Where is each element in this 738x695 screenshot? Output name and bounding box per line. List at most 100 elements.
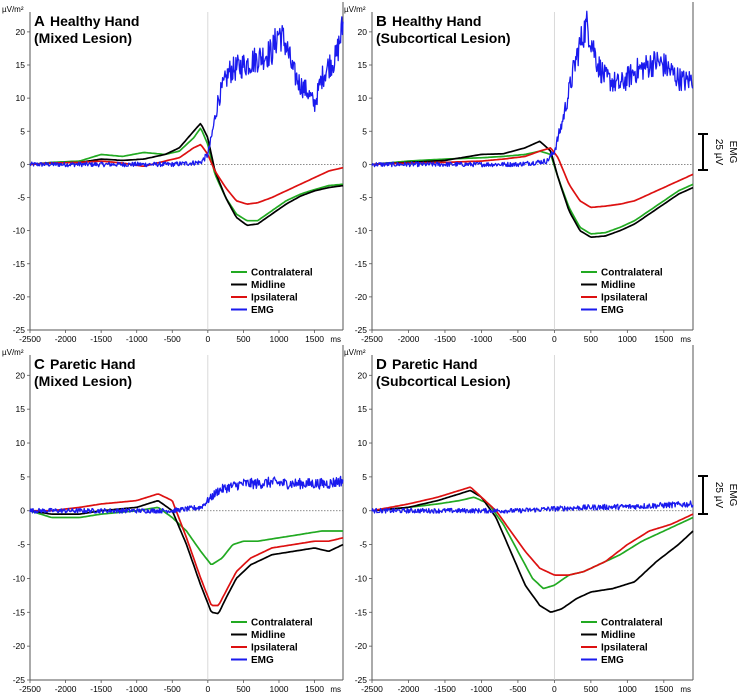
emg-scale-label: EMG	[727, 141, 738, 164]
x-tick-label: 1000	[270, 684, 289, 694]
series-line-contralateral	[371, 496, 694, 590]
y-unit-label: µV/m²	[344, 348, 366, 357]
x-tick-label: 500	[236, 334, 250, 344]
y-tick-label: 0	[20, 159, 25, 169]
y-tick-label: 0	[362, 159, 367, 169]
x-tick-label: 1500	[654, 684, 673, 694]
y-unit-label: µV/m²	[2, 5, 24, 14]
panel-title-line2: (Mixed Lesion)	[34, 373, 132, 389]
x-unit-label: ms	[330, 685, 341, 694]
y-tick-label: -10	[13, 573, 26, 583]
emg-scale-value: 25 µV	[713, 139, 724, 166]
panel-c: 20 15 10 5 0 -5 -10 -15 -20 -25-2500 -2000 -1500 -10…	[2, 345, 344, 694]
emg-scale-value: 25 µV	[713, 482, 724, 509]
x-tick-label: -1500	[90, 334, 112, 344]
y-tick-label: 20	[358, 27, 368, 37]
y-tick-label: -15	[355, 259, 368, 269]
legend-label: Midline	[251, 280, 286, 291]
y-tick-label: 10	[16, 93, 26, 103]
legend-label: Ipsilateral	[601, 643, 648, 654]
x-tick-label: -1000	[471, 684, 493, 694]
series-line-emg	[371, 500, 694, 514]
series-line-emg	[29, 475, 344, 514]
x-tick-label: -500	[509, 334, 526, 344]
series-line-midline	[371, 489, 694, 613]
legend-label: Contralateral	[601, 268, 663, 279]
x-tick-label: -1000	[126, 334, 148, 344]
y-unit-label: µV/m²	[344, 5, 366, 14]
y-tick-label: 10	[16, 438, 26, 448]
panel-title-line2: (Subcortical Lesion)	[376, 373, 511, 389]
panel-letter: C	[34, 356, 45, 373]
legend-label: Contralateral	[601, 618, 663, 629]
panel-letter: D	[376, 356, 387, 373]
series-line-contralateral	[29, 127, 344, 222]
x-tick-label: -2000	[398, 334, 420, 344]
y-tick-label: -15	[13, 607, 26, 617]
legend-label: Contralateral	[251, 618, 313, 629]
panel-title-line1: Healthy Hand	[50, 13, 139, 29]
x-tick-label: -2500	[19, 334, 41, 344]
x-tick-label: 500	[236, 684, 250, 694]
series-line-midline	[29, 500, 344, 615]
y-tick-label: 10	[358, 93, 368, 103]
series-line-emg	[371, 10, 694, 168]
x-tick-label: 0	[552, 684, 557, 694]
x-tick-label: -2500	[19, 684, 41, 694]
legend-label: Ipsilateral	[601, 293, 648, 304]
series-line-ipsilateral	[29, 143, 344, 205]
y-tick-label: 15	[358, 60, 368, 70]
x-tick-label: -2000	[398, 684, 420, 694]
x-tick-label: -500	[164, 334, 181, 344]
legend-label: Contralateral	[251, 268, 313, 279]
y-tick-label: -20	[355, 641, 368, 651]
y-tick-label: 15	[358, 404, 368, 414]
x-tick-label: -2000	[55, 334, 77, 344]
y-tick-label: 15	[16, 60, 26, 70]
x-tick-label: 500	[584, 684, 598, 694]
legend-label: Ipsilateral	[251, 293, 298, 304]
y-tick-label: -25	[355, 325, 368, 335]
x-tick-label: 1000	[270, 334, 289, 344]
legend-label: Ipsilateral	[251, 643, 298, 654]
panel-letter: A	[34, 13, 45, 30]
y-tick-label: 5	[20, 126, 25, 136]
legend-label: Midline	[601, 630, 636, 641]
y-tick-label: 20	[16, 370, 26, 380]
panel-b: 20 15 10 5 0 -5 -10 -15 -20 -25-2500 -2000 -1500 -10…	[344, 2, 694, 344]
y-tick-label: 5	[362, 126, 367, 136]
series-line-ipsilateral	[371, 147, 694, 209]
y-tick-label: -5	[17, 193, 25, 203]
y-tick-label: 20	[358, 370, 368, 380]
legend-label: EMG	[251, 655, 274, 666]
x-tick-label: 1000	[618, 334, 637, 344]
x-tick-label: 0	[205, 684, 210, 694]
y-tick-label: -5	[359, 540, 367, 550]
y-tick-label: -10	[355, 226, 368, 236]
legend-label: EMG	[251, 305, 274, 316]
x-tick-label: 500	[584, 334, 598, 344]
y-tick-label: -20	[355, 292, 368, 302]
y-tick-label: -15	[13, 259, 26, 269]
y-tick-label: -20	[13, 292, 26, 302]
x-tick-label: 1000	[618, 684, 637, 694]
x-unit-label: ms	[330, 335, 341, 344]
y-unit-label: µV/m²	[2, 348, 24, 357]
legend-label: Midline	[601, 280, 636, 291]
y-tick-label: 0	[362, 506, 367, 516]
x-tick-label: -1500	[434, 684, 456, 694]
series-line-contralateral	[29, 506, 343, 566]
x-tick-label: 1500	[305, 684, 324, 694]
series-line-midline	[29, 122, 344, 227]
panel-letter: B	[376, 13, 387, 30]
series-line-ipsilateral	[30, 493, 344, 607]
x-tick-label: -1500	[434, 334, 456, 344]
x-tick-label: 0	[205, 334, 210, 344]
x-tick-label: -1000	[126, 684, 148, 694]
y-tick-label: -10	[355, 573, 368, 583]
y-tick-label: -25	[13, 675, 26, 685]
series-line-contralateral	[371, 150, 694, 235]
y-tick-label: -10	[13, 226, 26, 236]
